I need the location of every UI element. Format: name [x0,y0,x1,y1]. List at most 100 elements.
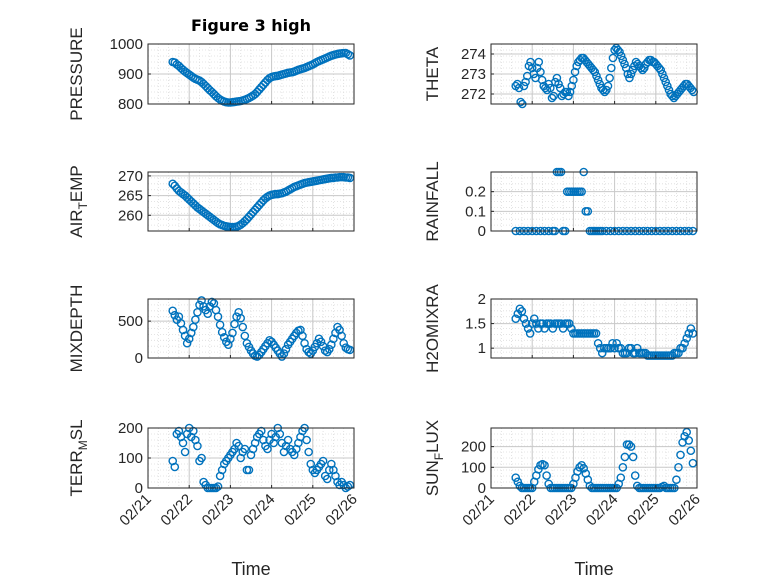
data-point [519,314,529,323]
data-point [537,75,547,85]
minor-grid [491,172,697,231]
data-point [552,73,562,83]
data-point [238,322,248,332]
data-point [215,320,225,330]
data-point [322,474,332,484]
data-point [546,319,556,328]
data-point [213,312,223,322]
data-point [283,435,293,445]
data-point [593,338,603,348]
data-point [193,441,202,451]
data-point [628,452,638,462]
y-tick-label: 0 [478,223,486,240]
data-point [516,97,525,107]
data-point [591,329,601,338]
data-point [534,57,544,67]
y-tick-label: 200 [118,420,143,437]
data-point [168,306,178,316]
data-point [263,444,272,454]
data-point [279,349,289,358]
major-grid [491,172,697,231]
data-point [343,482,353,491]
data-point [281,344,291,354]
y-tick-label: 200 [461,439,486,456]
data-point [345,173,355,183]
data-point [182,338,192,348]
data-series [511,43,699,109]
data-point [620,452,630,462]
data-point [540,324,549,333]
y-tick-label: 270 [118,168,143,185]
data-point [676,450,685,460]
data-point [527,63,537,73]
axes-box [490,427,698,489]
data-point [688,329,698,338]
data-point [615,47,624,57]
data-point [564,91,573,101]
x-tick-label: 02/25 [624,491,663,530]
data-point [540,460,549,470]
data-point [219,333,229,342]
x-tick-label: 02/23 [542,491,581,530]
data-point [603,81,613,91]
data-point [195,300,204,310]
data-point [236,313,245,323]
data-point [337,331,346,341]
data-point [558,324,568,333]
data-point [240,331,250,341]
y-tick-label: 1.5 [465,316,486,333]
y-tick-label: 0 [135,480,143,497]
data-point [240,444,250,454]
data-point [244,465,254,475]
data-point [608,338,617,348]
data-point [663,81,672,91]
axes-box [490,171,698,232]
data-point [549,91,558,101]
data-point [684,329,694,338]
data-point [345,345,355,355]
data-point [570,67,580,77]
data-point [532,319,541,328]
data-point [602,85,611,95]
data-point [298,331,307,341]
data-point [616,51,626,61]
data-point [610,343,619,353]
y-axis-label: H2OMIXRA [423,283,442,372]
data-point [302,435,311,445]
major-grid [491,299,697,358]
data-point [521,77,530,87]
data-point [618,463,628,472]
data-point [230,319,239,329]
data-point [178,438,188,448]
x-axis-label-right: Time [574,559,613,579]
data-point [612,338,621,348]
y-tick-label: 273 [461,66,486,83]
x-tick-label: 02/24 [583,491,622,530]
data-point [624,440,634,449]
data-point [583,207,593,216]
data-series [168,296,355,361]
data-point [658,69,667,79]
data-point [630,348,640,358]
data-point [626,343,636,353]
data-point [686,446,696,456]
y-tick-label: 900 [118,66,143,83]
data-point [567,81,577,91]
data-point [686,324,696,333]
data-point [605,73,614,83]
major-grid [148,299,354,358]
data-point [618,55,628,65]
x-axis-label-left: Time [231,559,270,579]
data-point [575,463,584,472]
data-point [521,319,531,328]
data-point [534,324,543,333]
y-tick-label: 100 [118,450,143,467]
data-point [659,73,669,83]
x-tick-label: 02/22 [157,491,196,530]
data-point [556,319,566,328]
data-point [170,310,180,320]
data-point [672,475,681,485]
axes-box [147,171,355,232]
